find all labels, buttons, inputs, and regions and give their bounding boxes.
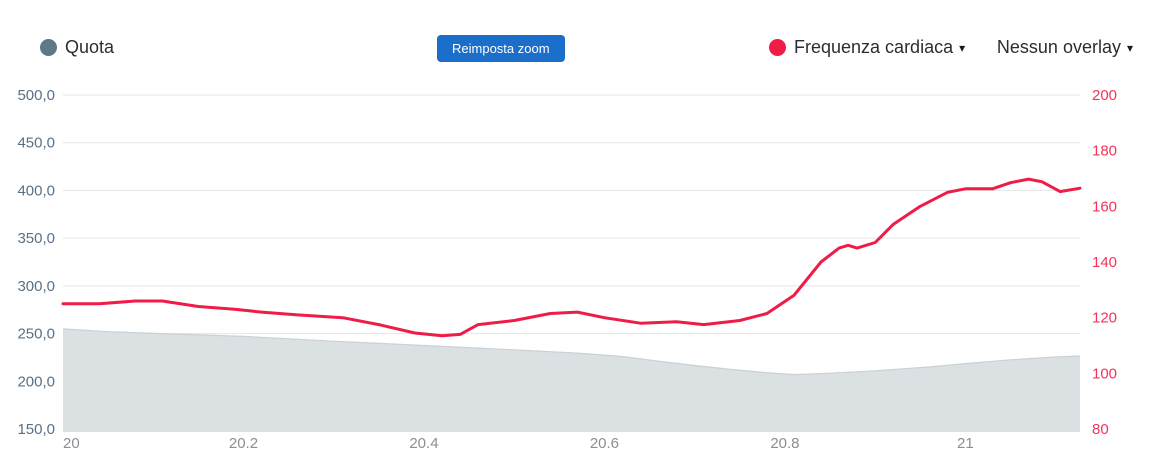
reset-zoom-button[interactable]: Reimposta zoom xyxy=(437,35,565,62)
x-axis-tick-label: 20.6 xyxy=(590,435,619,452)
left-axis-tick-label: 250,0 xyxy=(17,326,55,343)
x-axis-tick-label: 21 xyxy=(957,435,974,452)
right-axis-tick-label: 180 xyxy=(1092,143,1117,160)
heart-rate-dot-icon xyxy=(769,38,786,56)
x-axis-tick-label: 20.4 xyxy=(409,435,438,452)
overlay-dropdown-label: Nessun overlay xyxy=(996,36,1121,57)
left-axis-tick-label: 150,0 xyxy=(17,421,55,438)
left-axis-tick-label: 300,0 xyxy=(17,278,55,295)
overlay-dropdown[interactable]: Nessun overlay ▾ xyxy=(997,33,1133,61)
quota-legend: Quota xyxy=(40,33,114,61)
left-axis-tick-label: 400,0 xyxy=(17,182,55,199)
x-axis-tick-label: 20.2 xyxy=(229,435,258,452)
left-axis-tick-label: 450,0 xyxy=(17,135,55,152)
elevation-area xyxy=(63,328,1080,432)
left-axis-tick-label: 200,0 xyxy=(17,373,55,390)
x-axis-tick-label: 20 xyxy=(63,435,80,452)
chevron-down-icon: ▾ xyxy=(959,41,966,55)
right-axis-tick-label: 160 xyxy=(1092,198,1117,215)
right-axis-tick-label: 120 xyxy=(1092,310,1117,327)
right-axis-tick-label: 140 xyxy=(1092,254,1117,271)
quota-legend-label: Quota xyxy=(65,36,115,57)
heart-rate-line xyxy=(61,177,1082,338)
elevation-area-edge xyxy=(62,328,1081,376)
right-axis-tick-label: 200 xyxy=(1092,87,1117,104)
left-axis-tick-label: 350,0 xyxy=(17,230,55,247)
chevron-down-icon: ▾ xyxy=(1126,41,1133,55)
left-axis-tick-label: 500,0 xyxy=(17,87,55,104)
heart-rate-dropdown-label: Frequenza cardiaca xyxy=(794,36,954,57)
quota-dot-icon xyxy=(40,38,57,56)
right-axis-tick-label: 80 xyxy=(1092,421,1109,438)
right-axis-tick-label: 100 xyxy=(1092,365,1117,382)
heart-rate-dropdown[interactable]: Frequenza cardiaca ▾ xyxy=(769,33,965,61)
x-axis-tick-label: 20.8 xyxy=(770,435,799,452)
